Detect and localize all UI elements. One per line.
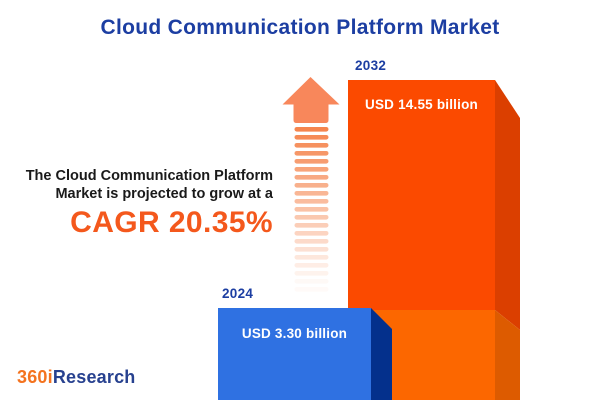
- page-title: Cloud Communication Platform Market: [100, 16, 500, 39]
- annotation-block: The Cloud Communication Platform Market …: [0, 167, 273, 238]
- annotation-line-2: Market is projected to grow at a: [55, 186, 273, 202]
- growth-arrow-icon: [282, 77, 340, 292]
- arrow-dashes: [294, 127, 329, 292]
- annotation-line-1: The Cloud Communication Platform: [25, 168, 273, 184]
- value-label-2024: USD 3.30 billion: [241, 326, 348, 341]
- cagr-value: CAGR 20.35%: [70, 206, 273, 239]
- logo-suffix: Research: [52, 367, 136, 387]
- bar-2024: [218, 308, 392, 400]
- value-label-2032: USD 14.55 billion: [365, 97, 478, 112]
- brand-logo: 360iResearch: [17, 367, 136, 388]
- year-label-2024: 2024: [222, 286, 254, 301]
- year-label-2032: 2032: [355, 58, 387, 73]
- logo-prefix: 360i: [17, 367, 53, 387]
- bar-2032: [348, 80, 520, 400]
